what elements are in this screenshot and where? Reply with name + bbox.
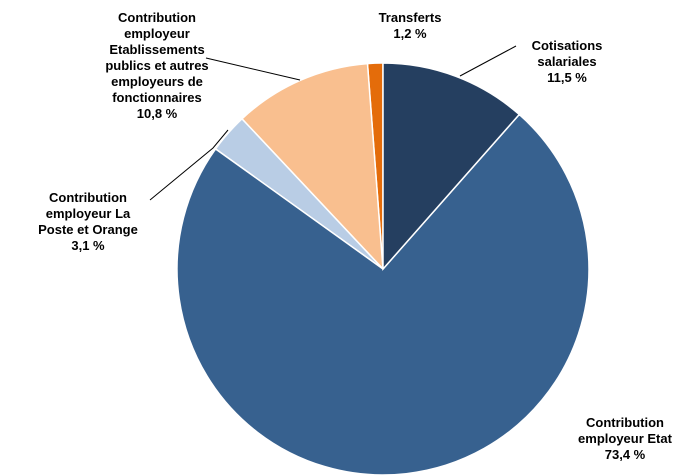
category-label: Cotisations salariales [531, 38, 603, 69]
pie-slice [240, 62, 384, 272]
category-label: Transferts [378, 10, 442, 25]
value-label: 1,2 % [393, 26, 427, 41]
slice-label: Cotisations salariales 11,5 % [517, 38, 617, 86]
slice-label: Contribution employeur La Poste et Orang… [27, 190, 149, 254]
category-label: Contribution employeur Etablissements pu… [105, 10, 209, 105]
slice-label: Contribution employeur Etablissements pu… [101, 10, 213, 122]
value-label: 11,5 % [547, 70, 587, 85]
category-label: Contribution employeur Etat [578, 415, 672, 446]
leader-line [459, 45, 517, 77]
leader-line [149, 129, 229, 201]
value-label: 73,4 % [604, 447, 646, 462]
value-label: 3,1 % [71, 238, 105, 253]
category-label: Contribution employeur La Poste et Orang… [38, 190, 138, 237]
leader-line [205, 57, 301, 81]
pie-slice [176, 113, 590, 476]
pie-slice [382, 62, 521, 271]
value-label: 10,8 % [136, 106, 178, 121]
slice-label: Contribution employeur Etat 73,4 % [560, 415, 686, 463]
slice-label: Transferts 1,2 % [370, 10, 450, 42]
